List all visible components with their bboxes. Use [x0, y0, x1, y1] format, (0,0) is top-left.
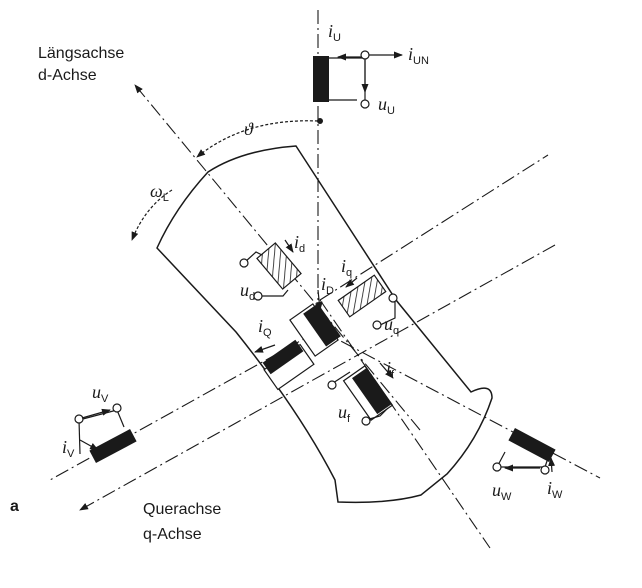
uf-label: uf: [338, 402, 351, 425]
if-label: if: [386, 358, 395, 381]
winding-damper-d: iD: [289, 274, 341, 357]
iq-label: iq: [341, 256, 352, 279]
phase-u-terminal-bottom: [360, 99, 370, 109]
phase-u-terminal-top: [360, 50, 370, 60]
phase-v-coil: [89, 429, 137, 463]
winding-q: iq uq: [337, 256, 399, 337]
stator-axis-upper-right: [319, 154, 549, 301]
uu-label: uU: [378, 94, 395, 117]
rotation-arc: [131, 189, 173, 241]
phase-v-winding: uV iV: [62, 382, 137, 463]
d-axis-label-line1: Längsachse: [38, 45, 124, 62]
winding-d-terminal-top: [239, 258, 249, 268]
rotor-outline: [156, 145, 493, 504]
phase-w-winding: uW iW: [492, 428, 563, 503]
phase-v-terminal-top: [112, 403, 122, 413]
iD-label: iD: [321, 274, 334, 297]
uw-label: uW: [492, 480, 512, 503]
winding-damper-d-coil: [303, 303, 341, 347]
w-phase-axis-line: [319, 329, 601, 479]
phase-w-terminal-left: [492, 462, 502, 472]
winding-d-terminal-bottom: [253, 291, 263, 301]
phase-u-coil: [313, 56, 329, 102]
winding-field-coil: [352, 367, 392, 415]
winding-q-terminal-top: [388, 293, 398, 303]
iQ-label: iQ: [258, 316, 272, 339]
iun-label: iUN: [408, 44, 429, 67]
winding-q-coil: [337, 274, 387, 318]
d-axis-label-line2: d-Achse: [38, 67, 97, 84]
winding-d-coil: [256, 242, 302, 290]
q-axis-label-line2: q-Achse: [143, 526, 202, 543]
id-label: id: [294, 232, 305, 255]
winding-field-terminal-bottom: [361, 416, 371, 426]
iw-label: iW: [547, 478, 563, 501]
winding-q-terminal-bottom: [372, 320, 382, 330]
rotor-center-line-lower: [319, 299, 491, 549]
theta-label: ϑ: [244, 119, 254, 139]
omega-label: ωL: [150, 181, 169, 204]
winding-field-terminal-left: [327, 380, 337, 390]
figure-letter: a: [10, 498, 19, 515]
winding-d: id ud: [239, 232, 305, 303]
winding-damper-q: iQ: [254, 316, 315, 391]
iv-label: iV: [62, 437, 75, 460]
uq-label: uq: [384, 314, 399, 337]
theta-arc: [196, 120, 319, 158]
iu-label: iU: [328, 21, 341, 44]
phase-w-terminal-right: [540, 465, 550, 475]
u-axis-reference-dot: [317, 118, 323, 124]
winding-field: if uf: [327, 358, 395, 426]
phase-v-terminal-left: [74, 414, 84, 424]
phase-u-winding: iU iUN uU: [313, 21, 429, 117]
phase-w-coil: [508, 428, 556, 462]
q-axis-line: [79, 244, 556, 511]
ud-label: ud: [240, 280, 255, 303]
uv-label: uV: [92, 382, 109, 405]
winding-damper-q-coil: [262, 339, 304, 375]
q-axis-label-line1: Querachse: [143, 501, 221, 518]
